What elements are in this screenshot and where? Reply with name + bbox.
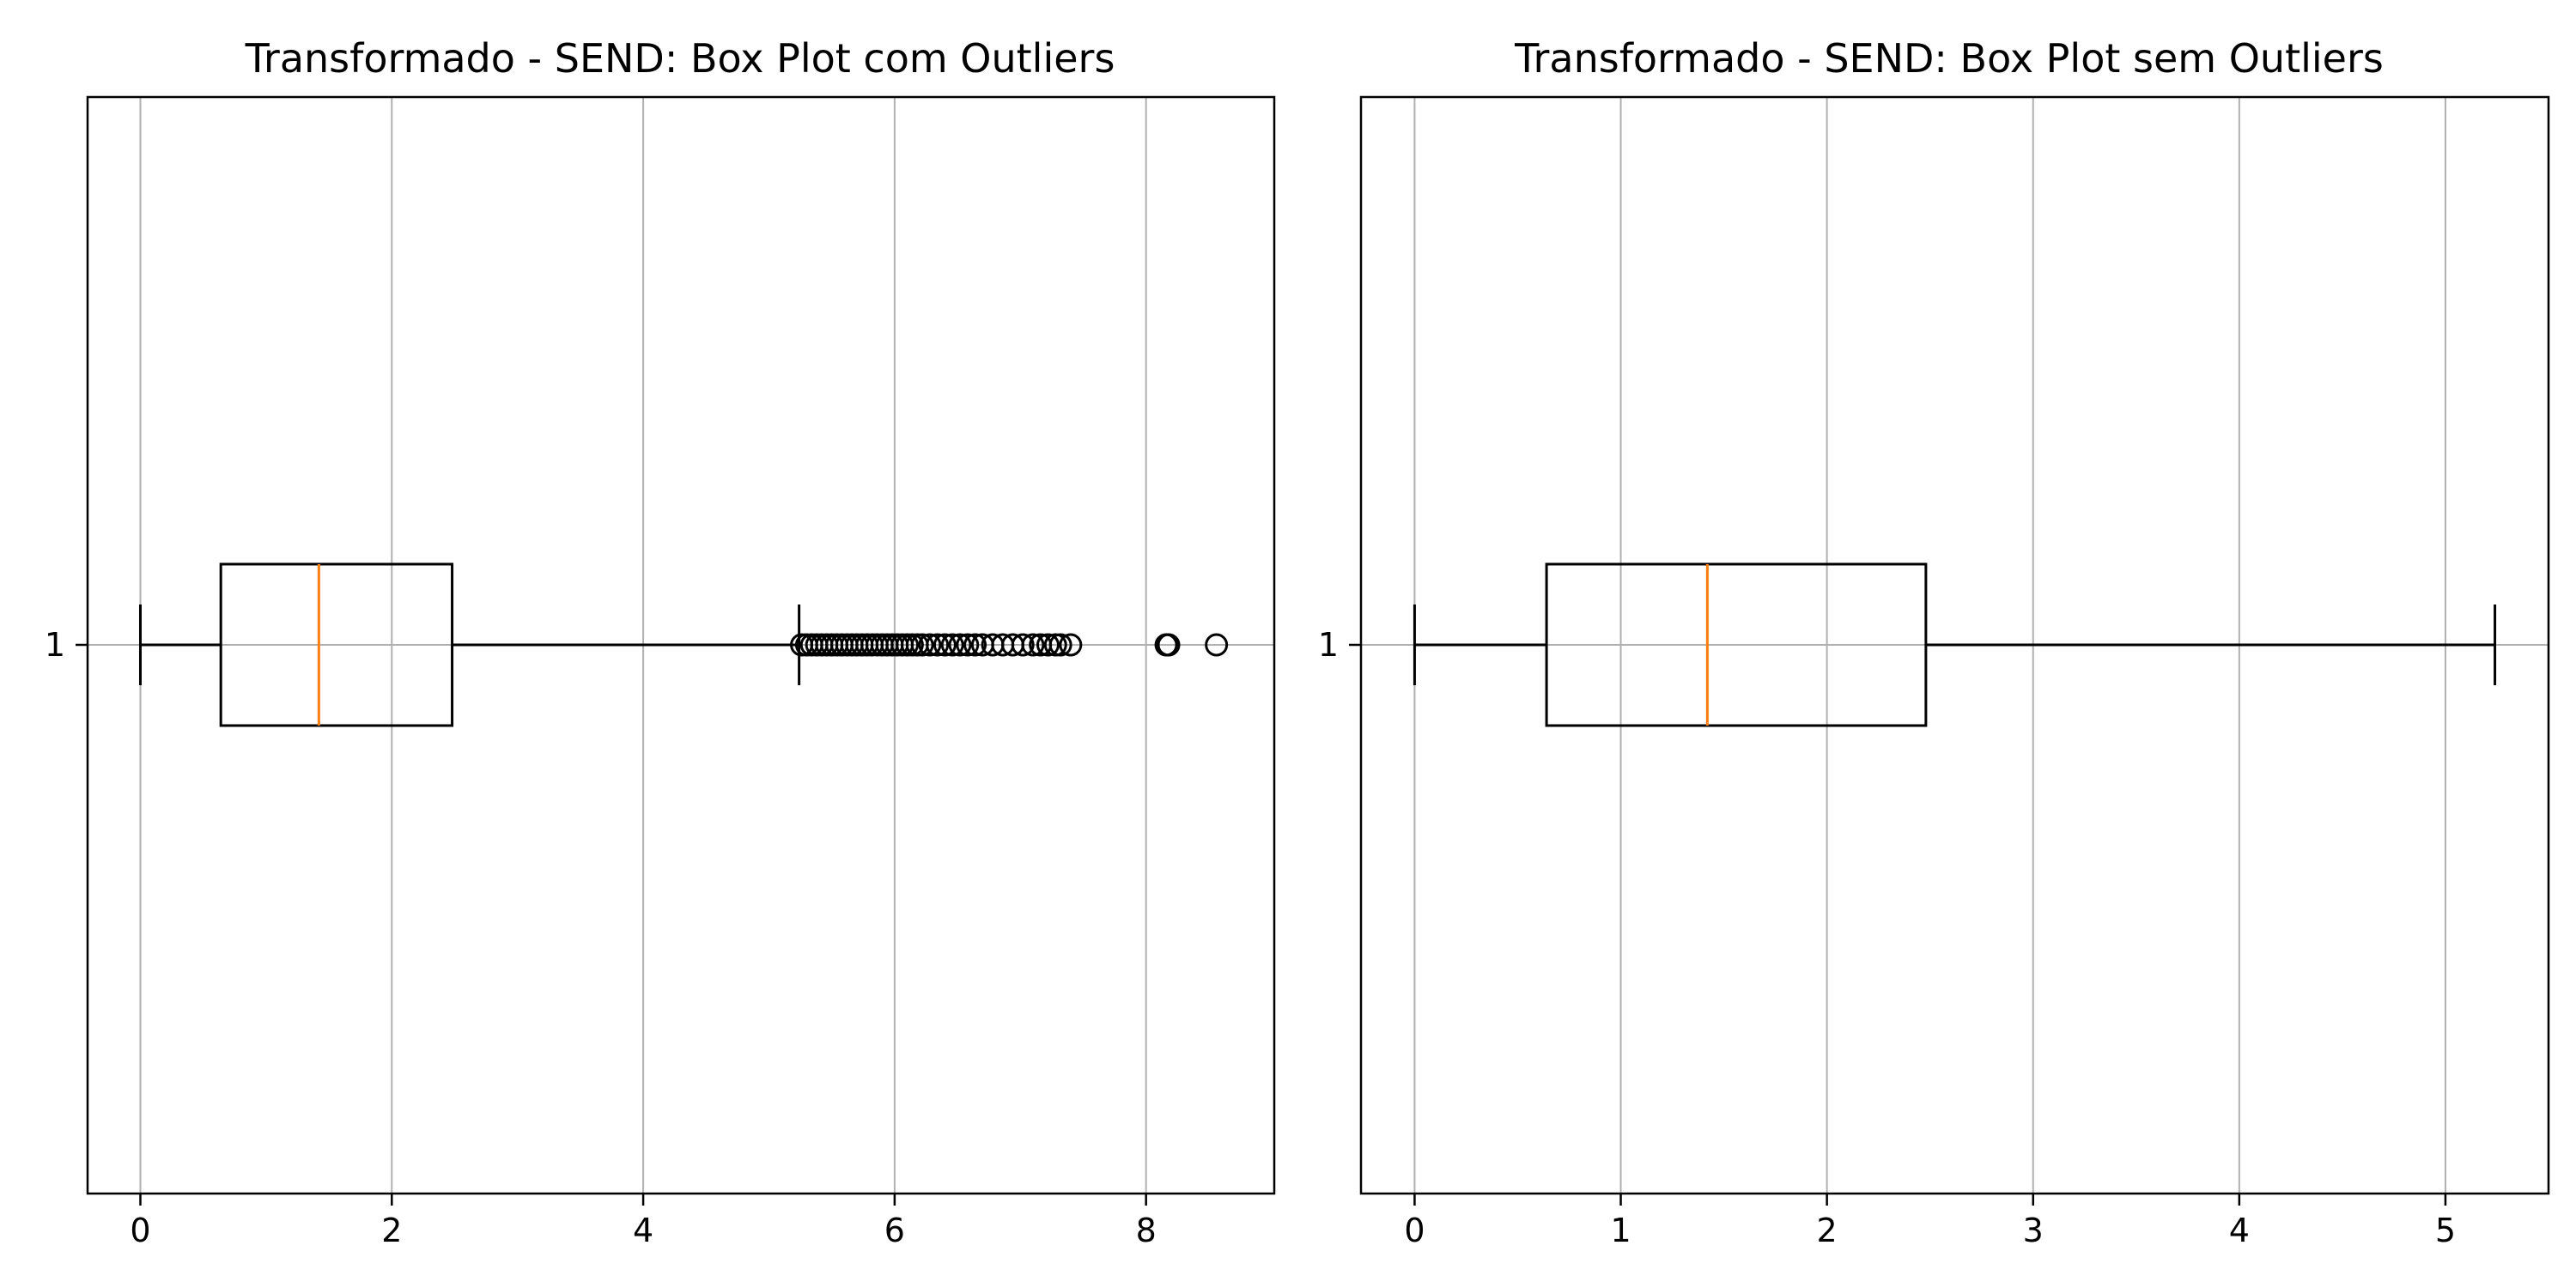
y-axis: 1 (1318, 626, 1361, 664)
outlier-point (963, 633, 987, 657)
x-tick-label: 0 (1404, 1212, 1425, 1249)
x-tick-label: 1 (1610, 1212, 1631, 1249)
outlier-point (956, 633, 980, 657)
boxplot (1413, 562, 2497, 727)
outlier-point (940, 633, 964, 657)
outlier-point (1205, 633, 1229, 657)
x-tick-label: 8 (1136, 1212, 1157, 1249)
outlier-point (1059, 633, 1083, 657)
box-iqr (1545, 562, 1928, 727)
y-tick-label: 1 (1318, 626, 1339, 664)
outlier-point (910, 633, 934, 657)
boxplot (138, 562, 1229, 727)
x-tick-label: 4 (2229, 1212, 2250, 1249)
chart-title: Transformado - SEND: Box Plot sem Outlie… (1514, 35, 2384, 82)
y-axis: 1 (45, 626, 88, 664)
x-tick-label: 5 (2435, 1212, 2456, 1249)
panel-with-outliers: Transformado - SEND: Box Plot com Outlie… (45, 35, 1276, 1249)
outlier-point (1036, 633, 1060, 657)
y-tick-label: 1 (45, 626, 65, 664)
x-axis: 0 1 2 3 4 5 (1404, 1194, 2456, 1249)
outlier-point (1157, 633, 1181, 657)
outlier-point (1048, 633, 1072, 657)
x-tick-label: 4 (633, 1212, 653, 1249)
outlier-point (918, 633, 942, 657)
outlier-point (948, 633, 972, 657)
outlier-point (926, 633, 950, 657)
panel-without-outliers: Transformado - SEND: Box Plot sem Outlie… (1318, 35, 2550, 1249)
outlier-point (933, 633, 957, 657)
x-tick-label: 2 (1817, 1212, 1838, 1249)
box-iqr (219, 562, 454, 727)
x-tick-label: 3 (2023, 1212, 2044, 1249)
outlier-point (1011, 633, 1035, 657)
outlier-point (1021, 633, 1045, 657)
x-tick-label: 2 (381, 1212, 402, 1249)
x-tick-label: 6 (884, 1212, 905, 1249)
x-axis: 0 2 4 6 8 (130, 1194, 1157, 1249)
chart-title: Transformado - SEND: Box Plot com Outlie… (245, 35, 1115, 82)
x-tick-label: 0 (130, 1212, 150, 1249)
